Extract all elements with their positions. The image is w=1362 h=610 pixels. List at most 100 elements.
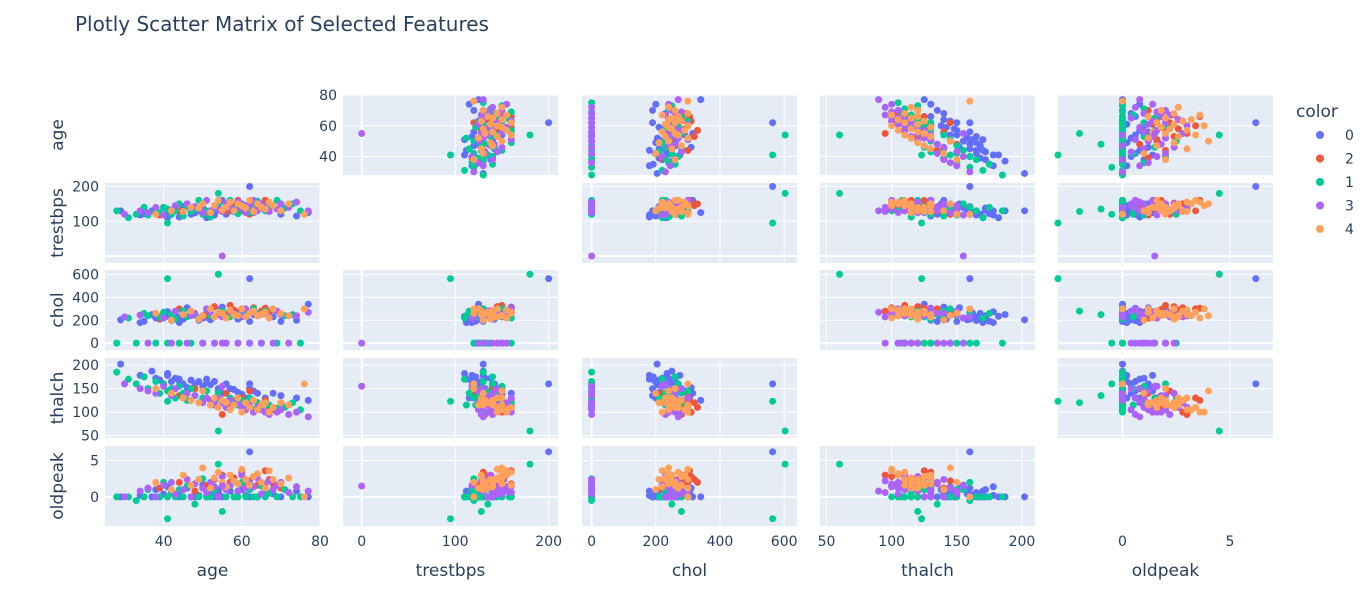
- chart-title: Plotly Scatter Matrix of Selected Featur…: [75, 12, 489, 36]
- point-group-4: [901, 481, 909, 489]
- point-group-4: [234, 394, 242, 402]
- point-group-4: [684, 475, 692, 483]
- point-group-1: [684, 387, 692, 395]
- legend-item-3[interactable]: 3: [1316, 199, 1354, 215]
- point-group-4: [1140, 389, 1148, 397]
- point-group-4: [507, 309, 515, 317]
- point-group-3: [933, 309, 941, 317]
- panel-age-vs-chol: [582, 94, 797, 179]
- point-group-4: [684, 109, 692, 117]
- point-group-3: [183, 389, 191, 397]
- point-group-1: [140, 373, 148, 381]
- point-group-3: [171, 307, 179, 315]
- point-group-4: [477, 145, 485, 153]
- x-tick-label: 100: [878, 534, 905, 550]
- point-group-1: [191, 500, 199, 508]
- point-group-4: [195, 399, 203, 407]
- legend-item-2[interactable]: 2: [1316, 152, 1354, 168]
- point-group-4: [1157, 399, 1165, 407]
- point-group-3: [966, 168, 974, 176]
- point-group-3: [1162, 149, 1169, 157]
- panel-oldpeak-vs-thalch: [820, 446, 1035, 526]
- point-group-1: [152, 378, 160, 386]
- point-group-1: [461, 166, 469, 174]
- point-group-1: [479, 171, 487, 179]
- point-group-4: [1144, 308, 1152, 316]
- legend-item-1[interactable]: 1: [1316, 175, 1354, 191]
- point-group-1: [242, 493, 250, 501]
- point-group-4: [914, 480, 922, 488]
- point-group-0: [953, 317, 961, 325]
- point-group-0: [175, 375, 183, 383]
- legend-item-4[interactable]: 4: [1316, 222, 1354, 238]
- panels-group: 406080age100200trestbps0200400600chol501…: [48, 88, 1273, 581]
- y-axis-label-oldpeak: oldpeak: [48, 452, 68, 520]
- point-group-4: [487, 120, 495, 128]
- point-group-4: [684, 210, 692, 218]
- point-group-1: [1215, 270, 1223, 278]
- point-group-3: [1131, 339, 1139, 347]
- legend-label: 1: [1345, 175, 1354, 191]
- panel-oldpeak-vs-age: [105, 446, 321, 526]
- point-group-4: [920, 117, 928, 125]
- point-group-1: [222, 493, 230, 501]
- point-group-4: [199, 387, 207, 395]
- point-group-4: [684, 134, 692, 142]
- point-group-0: [246, 317, 254, 325]
- panel-trestbps-vs-age: [105, 182, 321, 263]
- point-group-0: [652, 100, 660, 108]
- point-group-0: [652, 212, 660, 220]
- point-group-1: [195, 493, 203, 501]
- point-group-3: [1153, 211, 1161, 219]
- point-group-3: [121, 493, 129, 501]
- point-group-1: [985, 160, 993, 168]
- point-group-2: [946, 119, 954, 127]
- point-group-4: [238, 465, 246, 473]
- point-group-3: [1119, 156, 1126, 164]
- point-group-3: [666, 162, 674, 170]
- point-group-4: [1144, 399, 1152, 407]
- y-tick-label: 50: [81, 429, 99, 445]
- point-group-3: [677, 148, 685, 156]
- point-group-1: [979, 166, 987, 174]
- point-group-3: [658, 153, 666, 161]
- point-group-0: [697, 209, 705, 217]
- point-group-1: [979, 493, 987, 501]
- point-group-4: [684, 465, 692, 473]
- point-group-4: [152, 309, 160, 317]
- point-group-3: [1151, 339, 1159, 347]
- point-group-0: [1252, 182, 1260, 190]
- point-group-4: [1174, 133, 1182, 141]
- point-group-4: [498, 474, 506, 482]
- point-group-0: [1252, 119, 1260, 127]
- point-group-3: [1151, 252, 1159, 260]
- point-group-3: [1140, 128, 1148, 136]
- panel-background: [820, 183, 1035, 263]
- point-group-4: [1157, 207, 1165, 215]
- point-group-4: [907, 103, 915, 111]
- x-tick-label: 5: [1226, 534, 1235, 550]
- legend-marker: [1316, 178, 1324, 186]
- point-group-3: [1136, 162, 1144, 170]
- panel-chol-vs-age: [105, 270, 321, 350]
- point-group-0: [1119, 360, 1126, 368]
- point-group-3: [304, 487, 312, 495]
- y-tick-label: 0: [90, 490, 99, 506]
- point-group-1: [1076, 307, 1083, 315]
- point-group-0: [966, 128, 974, 136]
- point-group-4: [907, 305, 915, 313]
- legend-item-0[interactable]: 0: [1316, 128, 1354, 144]
- point-group-4: [907, 125, 915, 133]
- point-group-1: [234, 493, 242, 501]
- panel-background: [343, 446, 558, 526]
- point-group-0: [979, 136, 987, 144]
- point-group-2: [222, 389, 230, 397]
- point-group-1: [972, 156, 980, 164]
- point-group-3: [588, 403, 596, 411]
- point-group-1: [1108, 163, 1116, 171]
- point-group-4: [210, 474, 218, 482]
- point-group-3: [160, 314, 168, 322]
- point-group-4: [1153, 403, 1161, 411]
- y-axis-label-chol: chol: [48, 292, 68, 327]
- point-group-1: [479, 368, 487, 376]
